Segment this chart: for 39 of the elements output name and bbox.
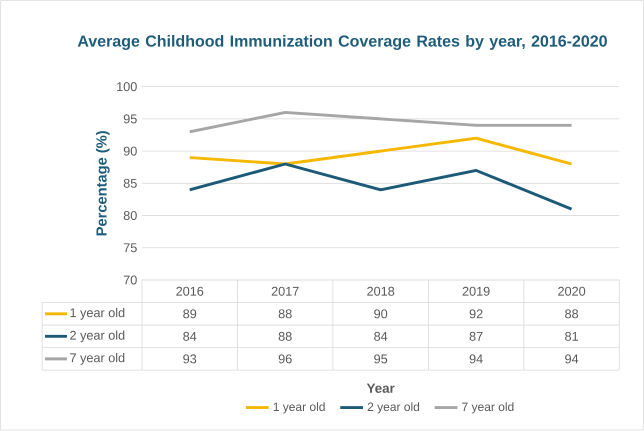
data-label: 89	[183, 309, 196, 318]
line-series	[188, 111, 574, 134]
data-label: 93	[183, 354, 196, 364]
data-label: 84	[183, 332, 196, 341]
data-label: 84	[374, 332, 388, 341]
x-tick-label: 2020	[558, 286, 586, 296]
x-tick-label: 2019	[462, 286, 490, 296]
data-label: 96	[278, 354, 292, 364]
y-tick-label: 100	[117, 82, 137, 92]
x-tick-label: 2018	[367, 286, 394, 296]
y-axis-title: Percentage (%)	[96, 131, 110, 236]
data-label: 81	[565, 332, 578, 341]
y-tick-label: 85	[124, 179, 137, 188]
data-label: 92	[470, 309, 483, 318]
y-tick-label: 95	[124, 114, 137, 124]
y-tick-label: 75	[124, 244, 137, 252]
data-label: 94	[470, 354, 483, 364]
legend-label: 2 year old	[70, 330, 124, 342]
x-tick-label: 2016	[176, 286, 204, 296]
y-tick-label: 80	[124, 211, 137, 220]
line-series	[188, 136, 574, 166]
y-tick-label: 90	[124, 146, 137, 156]
text: 1 year old	[274, 402, 325, 414]
y-tick-label: 70	[124, 276, 137, 285]
data-label: 87	[470, 332, 483, 341]
legend-label: 7 year old	[70, 353, 124, 365]
legend-label: 1 year old	[70, 308, 124, 320]
data-label: 94	[565, 354, 578, 364]
text: 2 year old	[368, 402, 420, 414]
x-tick-label: 2017	[272, 286, 299, 296]
data-label: 88	[278, 309, 292, 318]
data-label: 88	[278, 332, 292, 341]
data-label: 88	[565, 309, 578, 318]
chart-title: Average Childhood Immunization Coverage Rates by year, 2016-2020	[78, 35, 607, 50]
line-series	[188, 162, 574, 211]
text: 7 year old	[462, 402, 514, 414]
text: Year	[366, 384, 395, 394]
data-label: 95	[374, 354, 388, 364]
data-label: 90	[374, 309, 388, 318]
